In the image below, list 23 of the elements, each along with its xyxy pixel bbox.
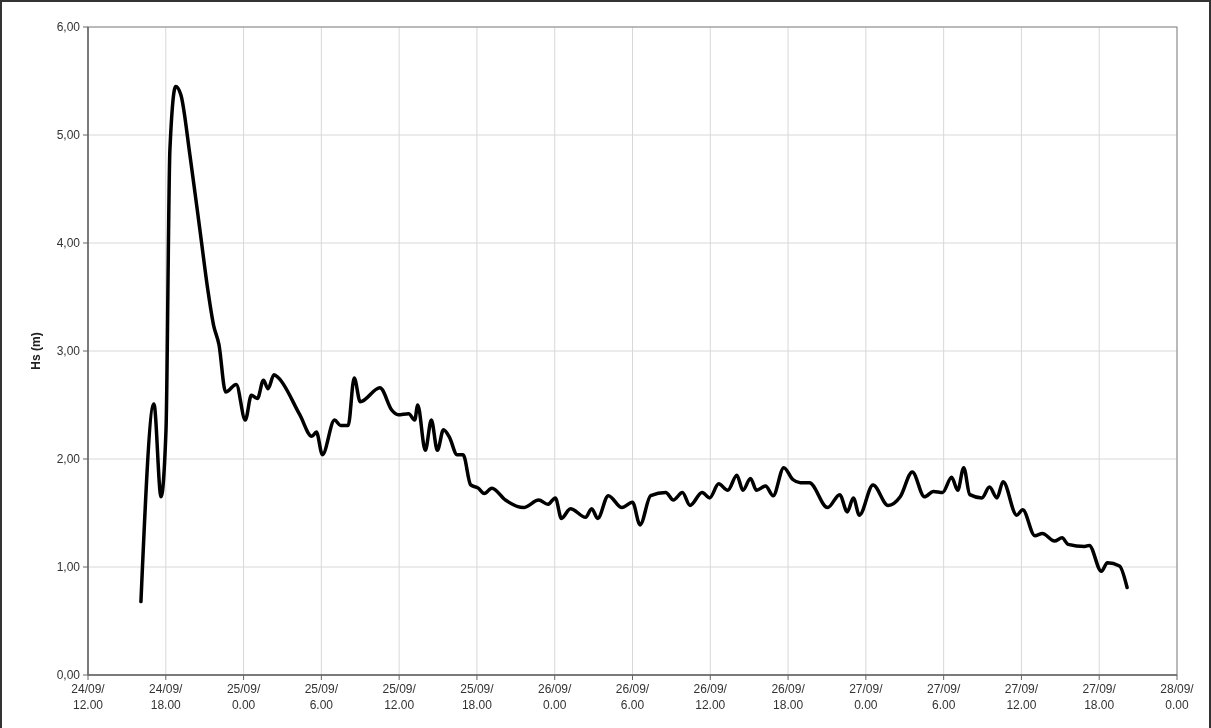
x-tick-label: 24/09/ 18.00 [149, 682, 184, 712]
x-tick-label: 27/09/ 0.00 [849, 682, 884, 712]
x-tick-label: 27/09/ 6.00 [926, 682, 961, 712]
x-tick-label: 28/09/ 0.00 [1160, 682, 1195, 712]
y-tick-label: 4,00 [56, 236, 81, 251]
y-tick-label: 3,00 [56, 344, 81, 359]
y-tick-label: 5,00 [56, 128, 81, 143]
x-tick-label: 27/09/ 18.00 [1082, 682, 1117, 712]
y-tick-label: 0,00 [56, 668, 81, 683]
x-tick-label: 25/09/ 12.00 [382, 682, 417, 712]
x-tick-label: 25/09/ 6.00 [304, 682, 339, 712]
y-axis-title: Hs (m) [29, 332, 43, 370]
y-tick-label: 1,00 [56, 560, 81, 575]
x-tick-label: 26/09/ 0.00 [538, 682, 573, 712]
x-tick-label: 26/09/ 18.00 [771, 682, 806, 712]
y-tick-label: 2,00 [56, 452, 81, 467]
x-tick-label: 25/09/ 0.00 [226, 682, 261, 712]
x-tick-label: 26/09/ 6.00 [615, 682, 650, 712]
x-tick-label: 24/09/ 12.00 [71, 682, 106, 712]
x-tick-label: 26/09/ 12.00 [693, 682, 728, 712]
x-tick-label: 25/09/ 18.00 [460, 682, 495, 712]
x-tick-label: 27/09/ 12.00 [1004, 682, 1039, 712]
y-tick-label: 6,00 [56, 20, 81, 35]
